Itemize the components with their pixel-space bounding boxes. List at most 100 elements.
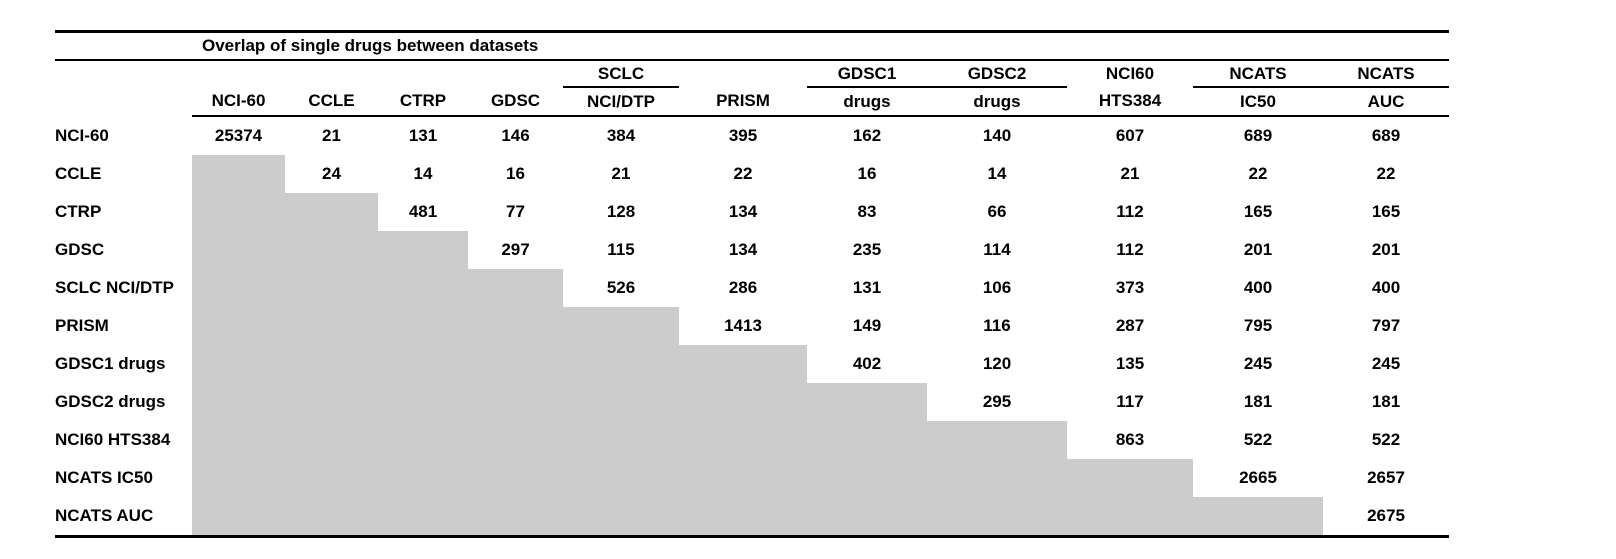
column-header: drugs xyxy=(807,87,927,117)
shaded-cell xyxy=(679,459,807,497)
column-header-top: NCATS xyxy=(1193,60,1323,88)
column-header-top: NCATS xyxy=(1323,60,1449,88)
column-header: NCI/DTP xyxy=(563,87,679,117)
shaded-cell xyxy=(807,383,927,421)
cell-value: 402 xyxy=(852,354,882,373)
shaded-cell xyxy=(468,345,563,383)
cell-value: 117 xyxy=(1116,392,1144,411)
header-top-spacer xyxy=(55,60,192,87)
shaded-cell xyxy=(468,383,563,421)
cell-value: 134 xyxy=(728,240,758,259)
row-label: NCATS IC50 xyxy=(55,468,153,487)
cell-value: 22 xyxy=(1248,164,1268,183)
cell-value: 295 xyxy=(982,392,1012,411)
cell-value: 112 xyxy=(1116,202,1144,221)
row-label: SCLC NCI/DTP xyxy=(55,278,174,297)
column-header-top xyxy=(378,60,468,87)
shaded-cell xyxy=(285,269,378,307)
cell-value: 25374 xyxy=(214,126,263,145)
cell-value: 400 xyxy=(1371,278,1401,297)
table-row: NCATS IC50 2665 2657 xyxy=(55,459,1449,497)
cell-value: 146 xyxy=(501,126,530,145)
table-title: Overlap of single drugs between datasets xyxy=(202,36,539,55)
shaded-cell xyxy=(192,459,285,497)
column-header-top: SCLC xyxy=(563,60,679,88)
shaded-cell xyxy=(468,497,563,538)
shaded-cell xyxy=(192,269,285,307)
shaded-cell xyxy=(378,383,468,421)
shaded-cell xyxy=(468,307,563,345)
column-header: CCLE xyxy=(285,87,378,117)
shaded-cell xyxy=(378,497,468,538)
column-header-top: GDSC2 xyxy=(927,60,1067,88)
column-header: GDSC xyxy=(468,87,563,117)
cell-value: 128 xyxy=(606,202,636,221)
column-header: NCI-60 xyxy=(192,87,285,117)
cell-value: 384 xyxy=(606,126,636,145)
shaded-cell xyxy=(927,459,1067,497)
shaded-cell xyxy=(563,345,679,383)
cell-value: 522 xyxy=(1371,430,1401,449)
cell-value: 140 xyxy=(982,126,1012,145)
shaded-cell xyxy=(378,269,468,307)
row-label: NCI60 HTS384 xyxy=(55,430,171,449)
cell-value: 77 xyxy=(506,202,525,221)
row-label: GDSC2 drugs xyxy=(55,392,166,411)
cell-value: 14 xyxy=(987,164,1007,183)
cell-value: 522 xyxy=(1243,430,1273,449)
shaded-cell xyxy=(378,345,468,383)
shaded-cell xyxy=(192,307,285,345)
cell-value: 1413 xyxy=(724,316,762,335)
column-header-top xyxy=(679,60,807,87)
shaded-cell xyxy=(468,459,563,497)
shaded-cell xyxy=(563,383,679,421)
cell-value: 181 xyxy=(1243,392,1273,411)
cell-value: 689 xyxy=(1371,126,1401,145)
shaded-cell xyxy=(807,497,927,538)
shaded-cell xyxy=(285,383,378,421)
cell-value: 201 xyxy=(1371,240,1401,259)
shaded-cell xyxy=(192,421,285,459)
cell-value: 112 xyxy=(1116,240,1144,259)
shaded-cell xyxy=(807,459,927,497)
table-row: CTRP 481 77 128 134 83 66 112 165 165 xyxy=(55,193,1449,231)
shaded-cell xyxy=(679,383,807,421)
cell-value: 797 xyxy=(1371,316,1401,335)
cell-value: 689 xyxy=(1243,126,1273,145)
cell-value: 24 xyxy=(322,164,341,183)
column-header: AUC xyxy=(1323,87,1449,117)
shaded-cell xyxy=(192,497,285,538)
cell-value: 22 xyxy=(1376,164,1396,183)
shaded-cell xyxy=(563,497,679,538)
cell-value: 120 xyxy=(982,354,1012,373)
row-label: GDSC xyxy=(55,240,105,259)
cell-value: 235 xyxy=(852,240,882,259)
cell-value: 116 xyxy=(983,316,1011,335)
cell-value: 16 xyxy=(506,164,525,183)
shaded-cell xyxy=(285,497,378,538)
column-header-top: GDSC1 xyxy=(807,60,927,88)
cell-value: 21 xyxy=(322,126,341,145)
cell-value: 131 xyxy=(852,278,882,297)
shaded-cell xyxy=(1193,497,1323,538)
cell-value: 162 xyxy=(852,126,882,145)
cell-value: 286 xyxy=(728,278,758,297)
table-row: PRISM 1413 149 116 287 795 797 xyxy=(55,307,1449,345)
table-row: NCI-60 25374 21 131 146 384 395 162 140 607 689 689 xyxy=(55,116,1449,155)
cell-value: 106 xyxy=(982,278,1012,297)
table-row: NCATS AUC 2675 xyxy=(55,497,1449,538)
cell-value: 795 xyxy=(1243,316,1273,335)
shaded-cell xyxy=(468,421,563,459)
shaded-cell xyxy=(378,459,468,497)
table-body: NCI-60 25374 21 131 146 384 395 162 140 607 689 689… xyxy=(55,116,1449,538)
row-label: CTRP xyxy=(55,202,102,221)
row-label: CCLE xyxy=(55,164,102,183)
shaded-cell xyxy=(927,421,1067,459)
cell-value: 201 xyxy=(1243,240,1273,259)
cell-value: 181 xyxy=(1371,392,1401,411)
shaded-cell xyxy=(563,459,679,497)
header-bottom-spacer xyxy=(55,87,192,116)
cell-value: 165 xyxy=(1243,202,1273,221)
cell-value: 114 xyxy=(983,240,1011,259)
